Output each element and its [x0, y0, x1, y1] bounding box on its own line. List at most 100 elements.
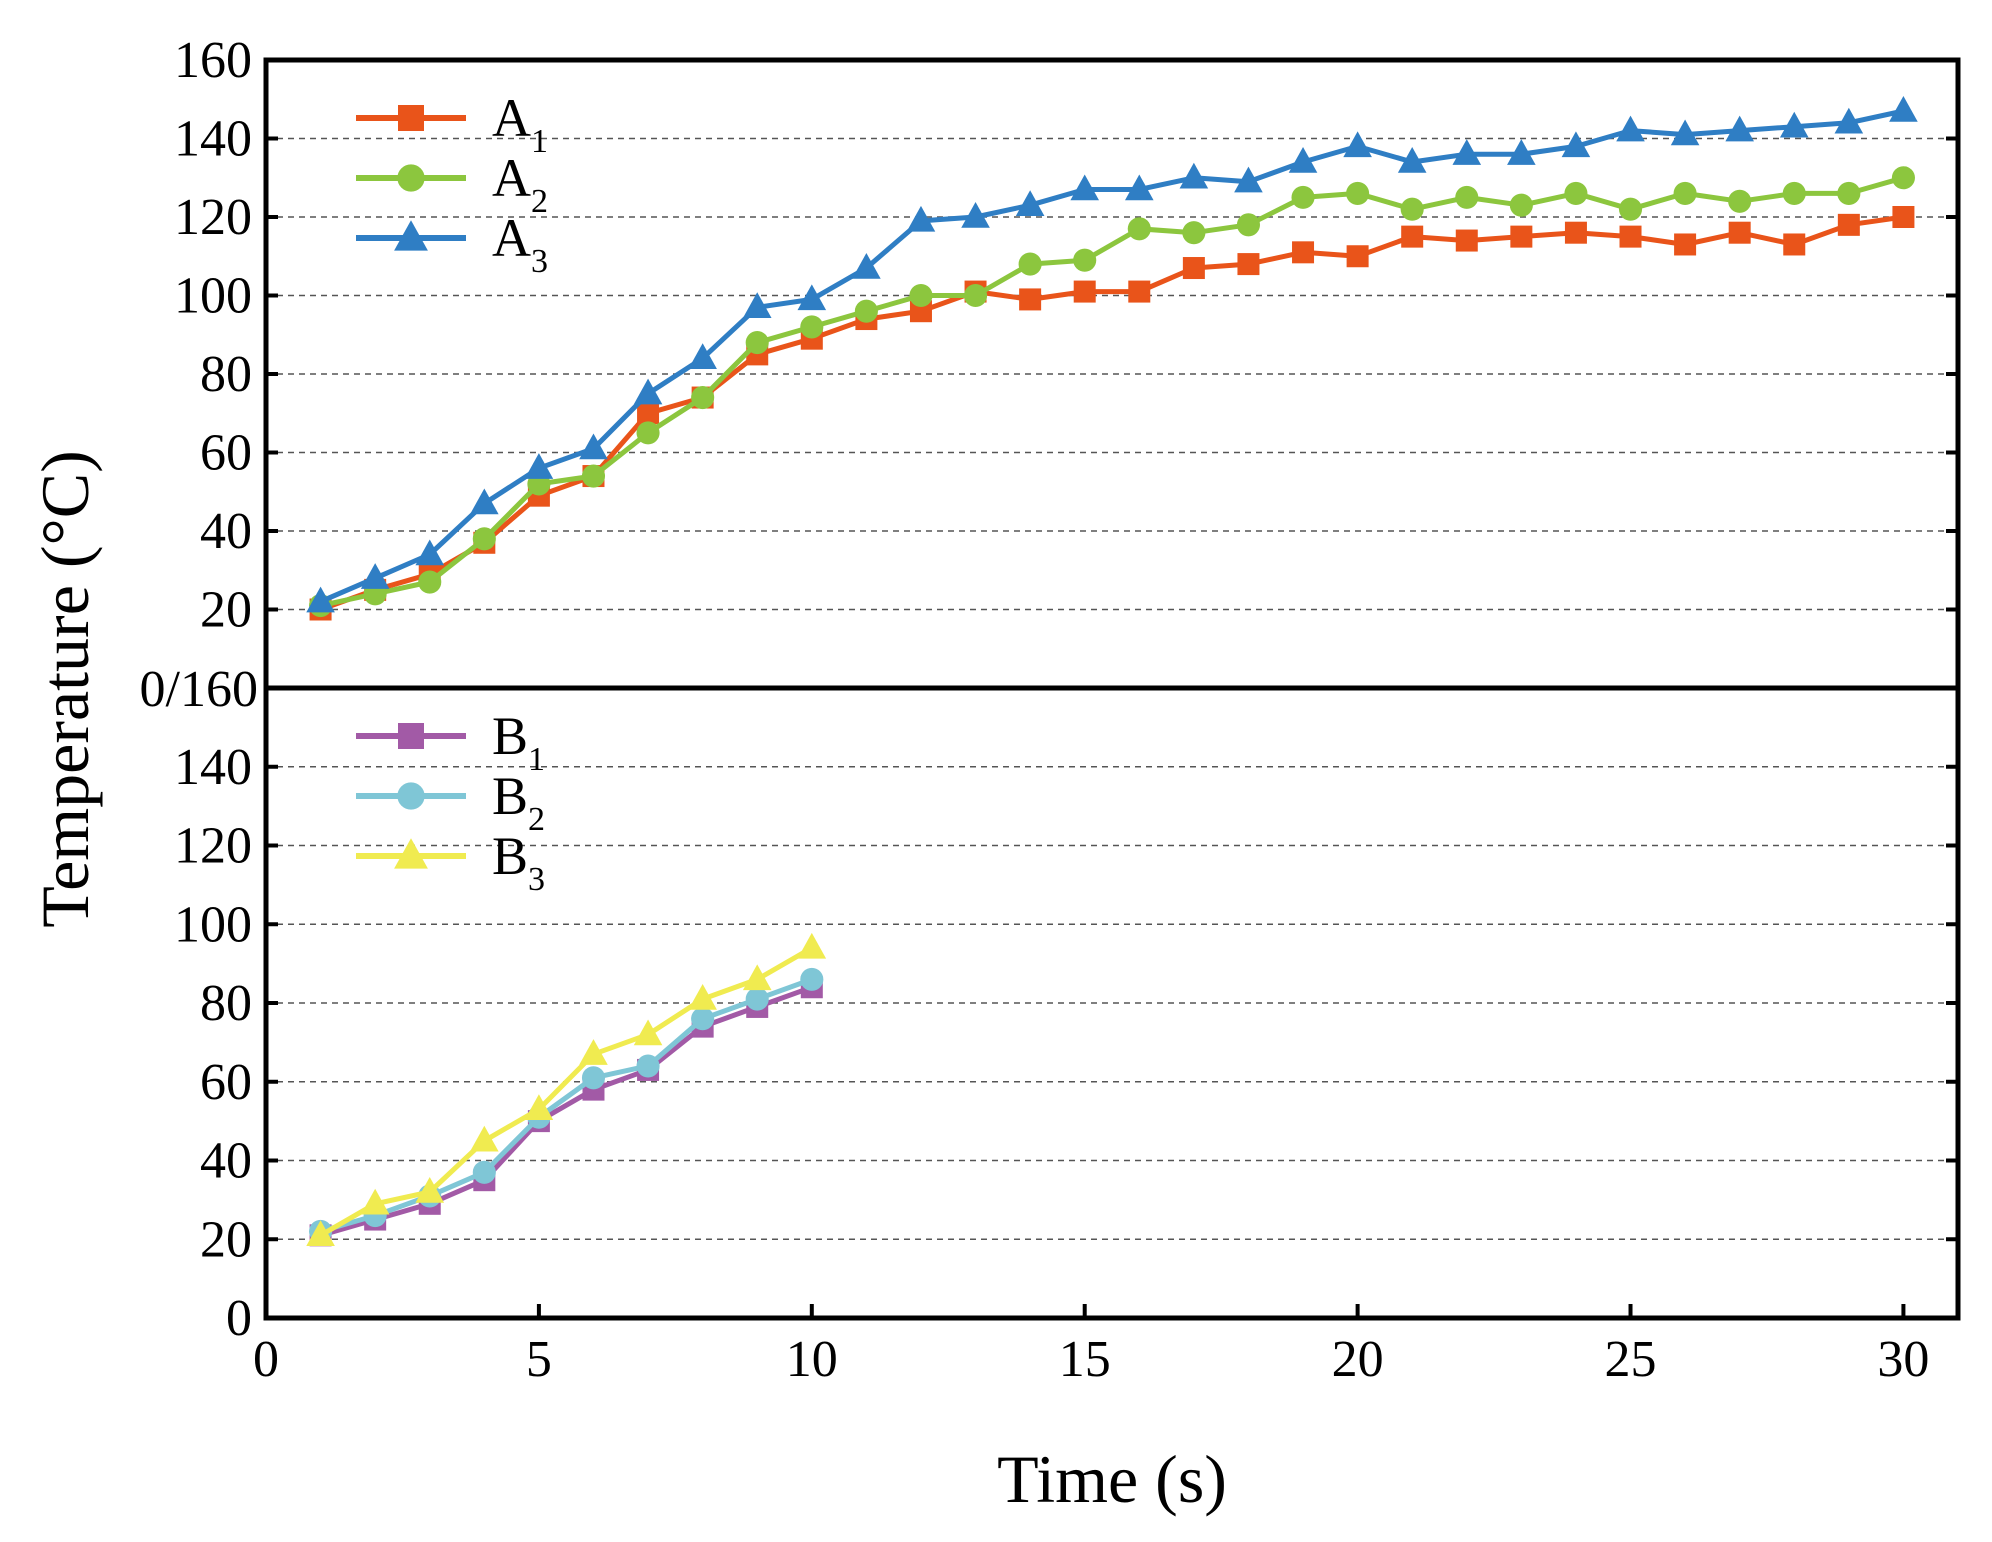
y-tick-label: 140 [174, 111, 252, 168]
series-b2-point [581, 1066, 606, 1090]
series-b3-point [579, 1039, 608, 1065]
legend-marker [394, 220, 428, 251]
series-a2-point [1564, 181, 1588, 205]
series-a3-point [1015, 190, 1045, 216]
y-tick-label: 160 [174, 32, 252, 89]
series-a1-point [1619, 225, 1642, 248]
series-a1-point [909, 300, 932, 323]
series-a1-point [1292, 241, 1315, 264]
series-a3-point [1179, 162, 1209, 189]
y-tick-label: 60 [200, 1054, 252, 1111]
y-tick-label: 140 [174, 739, 252, 796]
series-a2-point [1073, 248, 1097, 272]
series-a2-point [581, 464, 606, 488]
legend-label: B1 [492, 706, 545, 778]
legend-marker [398, 723, 424, 749]
series-a1-point [1837, 213, 1860, 236]
series-a2-point [1291, 185, 1315, 209]
series-a3-point [1561, 131, 1591, 158]
series-a3-point [961, 201, 990, 228]
series-b3 [306, 932, 827, 1247]
series-a3-point [1452, 139, 1482, 165]
series-a2-point [1400, 197, 1424, 221]
series-a3-point [579, 433, 608, 460]
legend-label: B3 [492, 826, 545, 898]
series-a1-point [1892, 206, 1915, 228]
legend-item-b2: B2 [356, 766, 545, 838]
series-a1-point [1019, 288, 1042, 311]
legend-item-b3: B3 [356, 826, 545, 898]
series-a2-point [1509, 193, 1533, 217]
series-a3-point [906, 205, 936, 232]
series-a1-point [1128, 280, 1151, 303]
series-a1-point [1564, 221, 1587, 244]
series-b2-point [800, 967, 824, 991]
legend-marker [397, 164, 425, 192]
series-a1-point [1401, 225, 1424, 248]
series-a3-point [1288, 147, 1318, 173]
y-tick-label: 80 [200, 346, 252, 403]
y-tick-label: 20 [200, 582, 252, 639]
x-tick-label: 0 [253, 1331, 279, 1388]
series-b3-point [306, 1220, 335, 1247]
legend-marker [398, 105, 424, 131]
series-a3-point [1725, 115, 1754, 142]
series-b3-point [470, 1125, 499, 1152]
series-a3-point [360, 563, 390, 589]
legend-label: A2 [492, 148, 548, 220]
series-a1-point [1674, 233, 1697, 256]
series-a3-point [1234, 166, 1263, 193]
series-a1-point [1237, 253, 1260, 276]
series-a2-point [909, 283, 933, 308]
x-tick-label: 30 [1877, 1331, 1929, 1388]
series-b3-point [415, 1176, 445, 1203]
legend-label: A3 [492, 208, 548, 280]
x-tick-label: 10 [786, 1331, 838, 1388]
panel-b-series [306, 932, 827, 1247]
series-a3-point [470, 488, 499, 515]
series-a3-point [1889, 96, 1918, 122]
legend-marker [394, 838, 428, 869]
series-a3-point [1124, 174, 1154, 201]
x-tick-label: 20 [1332, 1331, 1384, 1388]
series-b2-point [636, 1054, 660, 1078]
series-a2-point [1018, 252, 1042, 276]
series-a2-point [963, 283, 988, 308]
series-a3-point [1834, 107, 1864, 134]
series-a3-point [1670, 119, 1700, 146]
series-a3-point [415, 539, 445, 566]
series-a1-point [1073, 280, 1096, 303]
series-a2-point [1673, 181, 1697, 205]
y-tick-label: 40 [200, 1133, 252, 1190]
series-a2-point [745, 331, 769, 355]
x-tick-label: 25 [1605, 1331, 1657, 1388]
series-a3-point [306, 586, 335, 613]
series-a2-point [1127, 217, 1151, 241]
series-a3-point [1343, 131, 1372, 158]
y-tick-label: 120 [174, 818, 252, 875]
series-a2-point [1182, 221, 1206, 245]
legend-label: A1 [492, 88, 548, 160]
series-a2-point [1891, 166, 1915, 190]
series-a1-point [1728, 221, 1751, 244]
series-a2-point [800, 315, 824, 339]
y-tick-label: 80 [200, 975, 252, 1032]
panel-b-frame [263, 685, 1961, 1321]
legend-marker [397, 782, 425, 810]
x-axis: 0 5 10 15 20 25 30 [253, 1304, 1929, 1388]
series-a3-point [1507, 139, 1536, 165]
series-a2-point [636, 421, 660, 445]
series-a2-point [1728, 189, 1752, 213]
series-b1-line [318, 984, 815, 1238]
series-b3-line [318, 945, 815, 1238]
legend-item-b1: B1 [356, 706, 545, 778]
series-a1-point [1783, 233, 1806, 256]
series-a3-point [797, 284, 827, 311]
series-a2-point [1236, 213, 1261, 237]
series-a3-point [742, 292, 772, 318]
y-tick-label: 100 [174, 896, 252, 953]
series-b2-line [318, 976, 815, 1234]
